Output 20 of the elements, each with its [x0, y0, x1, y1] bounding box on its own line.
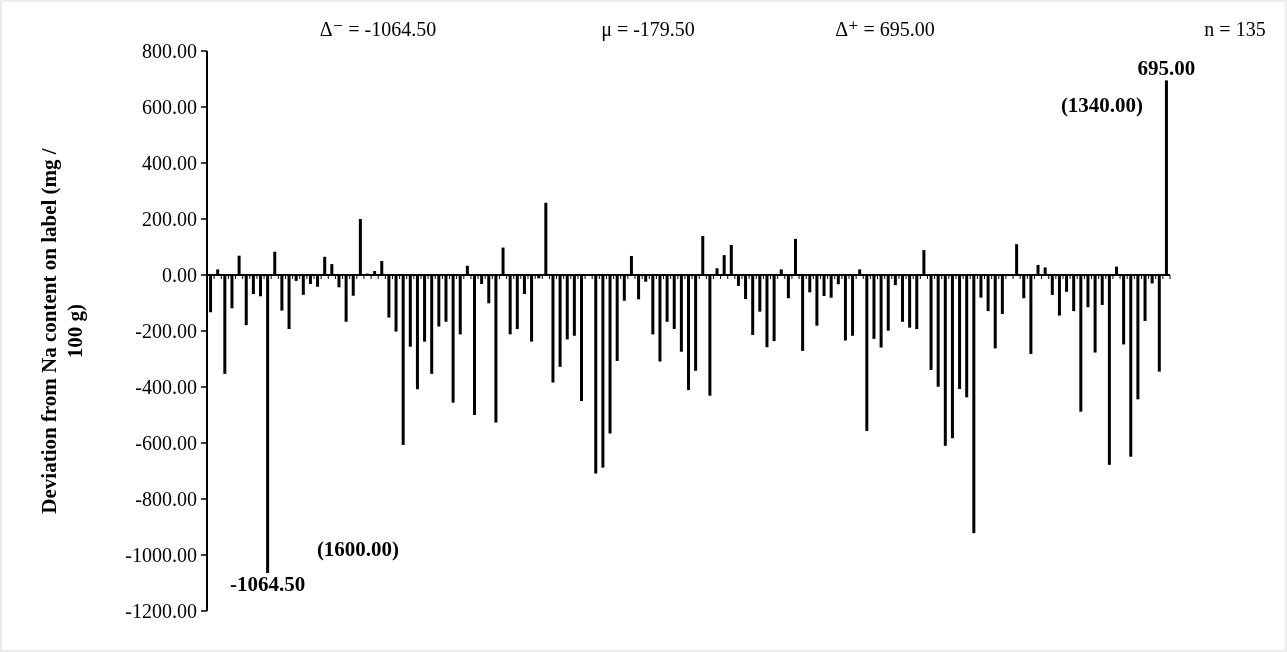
- text: Δ⁺ = 695.00: [835, 18, 935, 40]
- y-tick-label: -1000.00: [125, 544, 197, 566]
- text: μ = -179.50: [601, 18, 695, 41]
- data-label: 695.00: [1137, 56, 1196, 81]
- text: Δ⁻ = -1064.50: [319, 18, 437, 40]
- y-tick-label: 200.00: [142, 208, 197, 230]
- y-tick-label: -800.00: [135, 488, 197, 510]
- y-tick-label: 0.00: [162, 264, 197, 286]
- y-tick-label: -1200.00: [125, 600, 197, 622]
- data-label: -1064.50: [230, 572, 306, 597]
- y-tick-label: 600.00: [142, 96, 197, 118]
- y-tick-label: -200.00: [135, 320, 197, 342]
- annotation: (1340.00): [1060, 93, 1144, 117]
- y-tick-label: -600.00: [135, 432, 197, 454]
- y-tick-label: -400.00: [135, 376, 197, 398]
- text: n = 135: [1204, 18, 1266, 40]
- y-tick-label: 800.00: [142, 40, 197, 62]
- y-tick-label: 400.00: [142, 152, 197, 174]
- y-axis-title: Deviation from Na content on label (mg / 100 g): [37, 147, 87, 514]
- annotation: (1600.00): [316, 537, 400, 561]
